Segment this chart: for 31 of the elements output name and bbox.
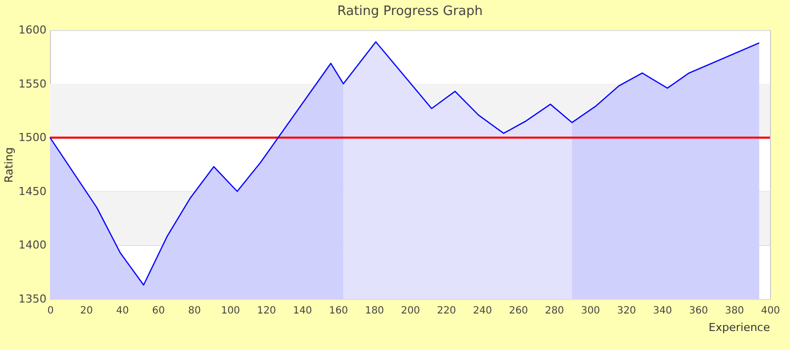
x-tick-label: 120 xyxy=(256,306,276,316)
y-tick-label: 1350 xyxy=(18,292,46,306)
x-tick-label: 380 xyxy=(724,306,744,316)
y-tick-label: 1450 xyxy=(18,184,46,198)
y-tick-label: 1500 xyxy=(18,131,46,144)
x-tick-label: 80 xyxy=(188,306,201,316)
x-tick-label: 20 xyxy=(80,306,93,316)
x-tick-label: 340 xyxy=(652,306,672,316)
x-tick-label: 220 xyxy=(436,306,456,316)
x-tick-label: 280 xyxy=(544,306,564,316)
line-series xyxy=(49,41,760,286)
y-axis-title: Rating xyxy=(2,147,16,183)
x-tick-label: 40 xyxy=(116,306,129,316)
x-tick-label: 400 xyxy=(760,306,780,316)
x-tick-label: 360 xyxy=(688,306,708,316)
x-axis-title: Experience xyxy=(708,321,770,334)
chart-title: Rating Progress Graph xyxy=(337,4,483,19)
x-tick-label: 100 xyxy=(220,306,240,316)
x-tick-label: 200 xyxy=(400,306,420,316)
x-tick-label: 180 xyxy=(364,306,384,316)
x-tick-label: 320 xyxy=(616,306,636,316)
y-tick-label: 1600 xyxy=(18,24,46,36)
x-tick-label: 300 xyxy=(580,306,600,316)
x-tick-label: 0 xyxy=(47,306,54,316)
x-tick-label: 160 xyxy=(328,306,348,316)
x-tick-label: 240 xyxy=(472,306,492,316)
y-tick-label: 1550 xyxy=(18,77,46,90)
x-tick-label: 260 xyxy=(508,306,528,316)
y-tick-label: 1400 xyxy=(18,238,46,252)
x-tick-label: 140 xyxy=(292,306,312,316)
x-tick-label: 60 xyxy=(152,306,165,316)
